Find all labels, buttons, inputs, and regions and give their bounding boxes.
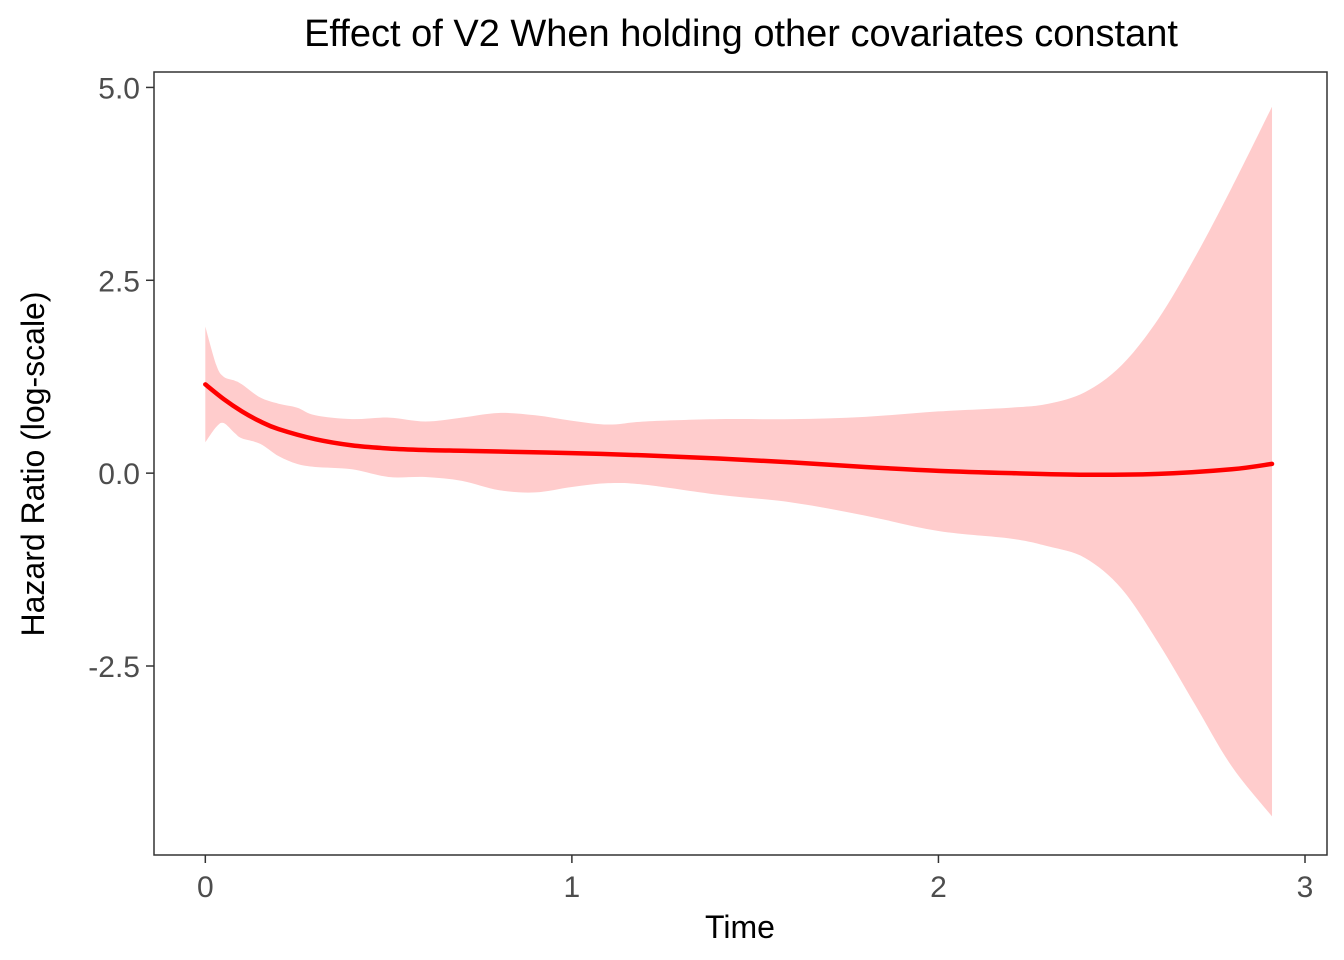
x-axis: 0 1 2 3 — [197, 855, 1313, 904]
x-axis-title: Time — [705, 909, 775, 945]
y-tick-label: 5.0 — [98, 72, 140, 105]
x-tick-label: 1 — [564, 871, 581, 904]
plot-area — [203, 106, 1275, 817]
y-tick-label: 2.5 — [98, 265, 140, 298]
y-axis: 5.0 2.5 0.0 -2.5 — [88, 72, 154, 684]
y-tick-label: -2.5 — [88, 651, 140, 684]
estimate-line — [203, 382, 1275, 477]
x-tick-label: 3 — [1297, 871, 1314, 904]
plot-frame — [153, 71, 1328, 856]
x-tick-label: 0 — [197, 871, 214, 904]
x-tick-label: 2 — [930, 871, 947, 904]
y-axis-title: Hazard Ratio (log-scale) — [15, 291, 51, 636]
chart-title: Effect of V2 When holding other covariat… — [304, 13, 1178, 55]
y-tick-label: 0.0 — [98, 458, 140, 491]
